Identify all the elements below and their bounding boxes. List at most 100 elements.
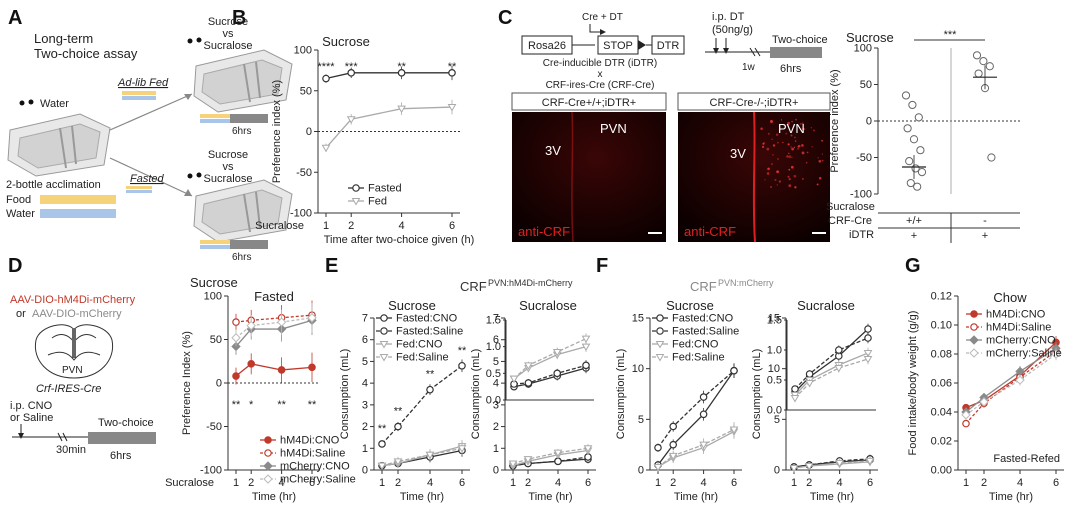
x-tick-label: 2: [248, 477, 254, 489]
data-point: [448, 69, 456, 77]
d-two-choice-bar: [88, 432, 156, 444]
dt-dose-label: (50ng/g): [712, 24, 753, 36]
legend-marker: [970, 310, 978, 318]
x-axis-label: Time (hr): [400, 491, 444, 503]
choice-bottom-3: Sucralose: [204, 173, 253, 185]
bottle-dot-icon: [196, 37, 202, 43]
arrowhead-icon: [184, 94, 192, 100]
inset-data-point: [805, 380, 814, 388]
water-bar: [40, 209, 116, 218]
crf-cell-dot: [799, 123, 802, 125]
legend-label: Fed:Saline: [396, 352, 449, 364]
crf-cell-dot: [772, 144, 776, 147]
crf-cell-dot: [821, 153, 824, 155]
top-duration-label: 6hrs: [232, 126, 251, 137]
significance-mark: ****: [317, 61, 335, 73]
series-line: [381, 365, 463, 445]
x-axis-label: Time (hr): [528, 491, 572, 503]
inset-data-point: [524, 379, 533, 387]
crf-cell-dot: [767, 132, 770, 135]
panel-f-header-sup: PVN:mCherry: [718, 278, 774, 288]
data-point: [1051, 349, 1061, 359]
crf-cell-dot: [797, 148, 799, 150]
inset-data-point: [863, 350, 873, 358]
series-line: [235, 319, 313, 347]
chart-title: Sucrose: [388, 298, 436, 313]
water-bar-label: Water: [6, 208, 35, 220]
cre-arrow: [589, 24, 600, 33]
x-axis-label: Time (hr): [989, 491, 1033, 503]
y-axis-label: Consumption (mL): [615, 349, 627, 439]
table-cell: +/+: [906, 215, 922, 227]
data-point: [865, 457, 875, 466]
data-point: [457, 445, 467, 453]
data-point: [804, 462, 814, 471]
crf-cell-dot: [762, 142, 765, 145]
crf-speckles: [760, 118, 824, 189]
pvn-label-right: PVN: [778, 121, 805, 136]
y-axis-label: Preference index (%): [829, 69, 841, 172]
data-point: [669, 422, 678, 431]
scale-bar: [648, 232, 662, 234]
two-choice-duration: 6hrs: [780, 63, 802, 75]
y-tick-label: 5: [493, 356, 499, 368]
bottom-duration-bar: [230, 240, 268, 249]
panel-label-a: A: [8, 7, 22, 29]
y-tick-label: -50: [296, 167, 312, 179]
y-tick-label: -100: [850, 189, 872, 201]
data-point: [979, 397, 989, 407]
week-label: 1w: [742, 62, 756, 73]
stain-label-right: anti-CRF: [684, 224, 736, 239]
crf-cell-dot: [764, 179, 766, 181]
panel-e-header-sup: PVN:hM4Di-mCherry: [488, 278, 573, 288]
data-point: [378, 440, 386, 448]
data-point: [276, 317, 287, 327]
stop-label: STOP: [603, 40, 633, 52]
mouse-line-label: Crf-IRES-Cre: [36, 383, 101, 395]
y-tick-label: 5: [774, 414, 780, 426]
x-tick-label: 1: [510, 477, 516, 489]
inset-data-point: [834, 346, 843, 354]
crf-cell-dot: [771, 163, 773, 165]
legend-label: Fasted: [368, 183, 402, 195]
legend-label: hM4Di:CNO: [280, 435, 340, 447]
y-tick-label: 1: [362, 443, 368, 455]
inset-y-tick-label: 1.0: [486, 341, 501, 353]
x-tick-label: 6: [1053, 477, 1059, 489]
y-tick-label: 0: [638, 465, 644, 477]
inset-series-line: [513, 338, 587, 380]
panel-label-e: E: [325, 255, 338, 277]
significance-mark: ***: [944, 29, 958, 41]
data-point: [914, 113, 923, 122]
table-cell: +: [982, 230, 988, 242]
x-tick-label: 6: [731, 477, 737, 489]
dtr-label: DTR: [657, 40, 680, 52]
crf-cell-dot: [793, 174, 797, 178]
legend-label: Fed:CNO: [672, 339, 719, 351]
data-point: [905, 157, 914, 166]
crf-cell-dot: [785, 132, 788, 135]
crf-cell-dot: [817, 157, 819, 159]
y-tick-label: 15: [768, 313, 780, 325]
y-axis-label: Consumption (mL): [751, 349, 763, 439]
cre-dt-label: Cre + DT: [582, 12, 623, 23]
significance-mark: **: [397, 61, 406, 73]
histology-left-title: CRF-Cre+/+;iDTR+: [542, 97, 636, 109]
x-tick-label: 6: [585, 477, 591, 489]
histology-right-title-box: [677, 92, 831, 111]
significance-mark: **: [426, 369, 435, 381]
y-tick-label: 100: [854, 43, 872, 55]
chart-title: Sucrose: [846, 30, 894, 45]
data-point: [553, 449, 563, 458]
ip-label-1: i.p. CNO: [10, 400, 53, 412]
legend-marker: [969, 335, 979, 345]
panel-f-header-main: CRF: [690, 279, 717, 294]
x-tick-label: 4: [279, 477, 285, 489]
data-point: [972, 51, 982, 60]
data-point: [909, 135, 919, 144]
crf-cell-dot: [811, 146, 813, 148]
dt-ip-label: i.p. DT: [712, 11, 745, 23]
v3-label-left: 3V: [545, 143, 561, 158]
y-tick-label: 10: [768, 363, 780, 375]
